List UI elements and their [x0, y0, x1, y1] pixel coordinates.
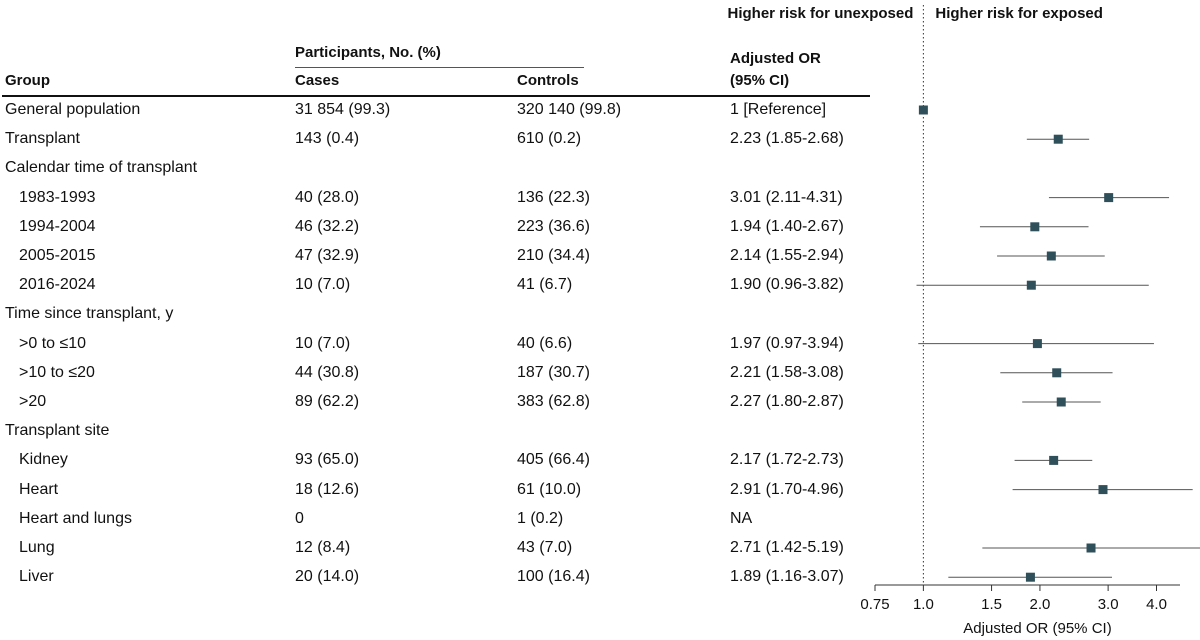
row-or: 3.01 (2.11-4.31) — [730, 188, 843, 206]
row-controls: 1 (0.2) — [517, 509, 564, 527]
or-marker — [1104, 193, 1114, 203]
row-controls: 40 (6.6) — [517, 334, 573, 352]
row-group: General population — [5, 101, 141, 118]
or-marker — [1030, 222, 1040, 232]
row-controls: 610 (0.2) — [517, 130, 582, 148]
row-group: 1983-1993 — [19, 188, 96, 206]
row-or: 1 [Reference] — [730, 101, 827, 118]
or-marker — [1086, 543, 1096, 553]
header-or-line2: (95% CI) — [730, 72, 790, 89]
row-cases: 10 (7.0) — [295, 276, 351, 294]
x-axis-label: Adjusted OR (95% CI) — [963, 620, 1111, 637]
row-or: 2.23 (1.85-2.68) — [730, 130, 844, 148]
row-group: Heart — [19, 480, 59, 498]
row-group: 2005-2015 — [19, 247, 96, 264]
row-controls: 136 (22.3) — [517, 188, 590, 206]
x-tick-label: 2.0 — [1030, 596, 1051, 613]
row-cases: 40 (28.0) — [295, 188, 360, 206]
row-group: Heart and lungs — [19, 509, 132, 527]
row-controls: 320 140 (99.8) — [517, 101, 622, 118]
row-or: 1.89 (1.16-3.07) — [730, 568, 844, 586]
row-cases: 44 (30.8) — [295, 363, 360, 381]
row-cases: 31 854 (99.3) — [295, 101, 391, 118]
row-cases: 12 (8.4) — [295, 539, 351, 556]
x-tick-label: 3.0 — [1098, 596, 1119, 613]
row-group: 1994-2004 — [19, 217, 96, 235]
row-controls: 187 (30.7) — [517, 363, 590, 381]
row-or: 1.90 (0.96-3.82) — [730, 276, 844, 294]
row-cases: 46 (32.2) — [295, 217, 360, 235]
row-or: NA — [730, 509, 753, 527]
or-marker — [1098, 485, 1108, 495]
label-higher-risk-exposed: Higher risk for exposed — [935, 5, 1103, 22]
or-marker — [1025, 572, 1035, 582]
header-or-line1: Adjusted OR — [730, 50, 821, 67]
header-participants: Participants, No. (%) — [295, 44, 441, 61]
row-or: 2.17 (1.72-2.73) — [730, 451, 844, 469]
x-tick-label: 1.5 — [981, 596, 1002, 613]
row-controls: 41 (6.7) — [517, 276, 573, 294]
row-cases: 93 (65.0) — [295, 451, 360, 469]
or-marker — [1056, 397, 1066, 407]
row-group: >0 to ≤10 — [19, 334, 87, 352]
row-group: Transplant — [5, 130, 80, 148]
or-marker — [1046, 251, 1056, 261]
row-controls: 223 (36.6) — [517, 217, 590, 235]
row-group: Transplant site — [5, 422, 110, 440]
row-group: 2016-2024 — [19, 276, 96, 294]
row-or: 2.71 (1.42-5.19) — [730, 539, 844, 556]
x-tick-label: 1.0 — [913, 596, 934, 613]
row-group: Kidney — [19, 451, 68, 469]
row-controls: 61 (10.0) — [517, 480, 582, 498]
row-group: Lung — [19, 539, 55, 556]
x-tick-label: 4.0 — [1146, 596, 1167, 613]
row-or: 1.97 (0.97-3.94) — [730, 334, 844, 352]
row-cases: 18 (12.6) — [295, 480, 360, 498]
header-cases: Cases — [295, 72, 340, 89]
row-controls: 405 (66.4) — [517, 451, 590, 469]
row-or: 1.94 (1.40-2.67) — [730, 217, 844, 235]
or-marker — [918, 105, 928, 115]
row-group: Calendar time of transplant — [5, 159, 198, 177]
row-controls: 210 (34.4) — [517, 247, 590, 264]
header-controls: Controls — [517, 72, 579, 89]
row-group: >20 — [19, 393, 47, 410]
label-higher-risk-unexposed: Higher risk for unexposed — [728, 5, 914, 22]
or-marker — [1052, 368, 1062, 378]
header-group: Group — [5, 72, 50, 89]
row-or: 2.14 (1.55-2.94) — [730, 247, 844, 264]
row-cases: 89 (62.2) — [295, 393, 360, 410]
row-cases: 10 (7.0) — [295, 334, 351, 352]
or-marker — [1026, 280, 1036, 290]
row-or: 2.21 (1.58-3.08) — [730, 363, 844, 381]
row-or: 2.27 (1.80-2.87) — [730, 393, 844, 410]
row-cases: 47 (32.9) — [295, 247, 360, 264]
or-marker — [1049, 455, 1059, 465]
row-controls: 100 (16.4) — [517, 568, 590, 586]
row-controls: 383 (62.8) — [517, 393, 590, 410]
header-bottom-rule — [2, 95, 870, 97]
row-group: Liver — [19, 568, 54, 586]
row-group: >10 to ≤20 — [19, 363, 95, 381]
row-cases: 0 — [295, 509, 304, 527]
row-cases: 20 (14.0) — [295, 568, 360, 586]
row-or: 2.91 (1.70-4.96) — [730, 480, 844, 498]
x-tick-label: 0.75 — [860, 596, 889, 613]
or-marker — [1053, 134, 1063, 144]
header-participants-rule — [295, 67, 584, 68]
row-group: Time since transplant, y — [5, 305, 174, 323]
or-marker — [1032, 339, 1042, 349]
row-cases: 143 (0.4) — [295, 130, 360, 148]
row-controls: 43 (7.0) — [517, 539, 573, 556]
